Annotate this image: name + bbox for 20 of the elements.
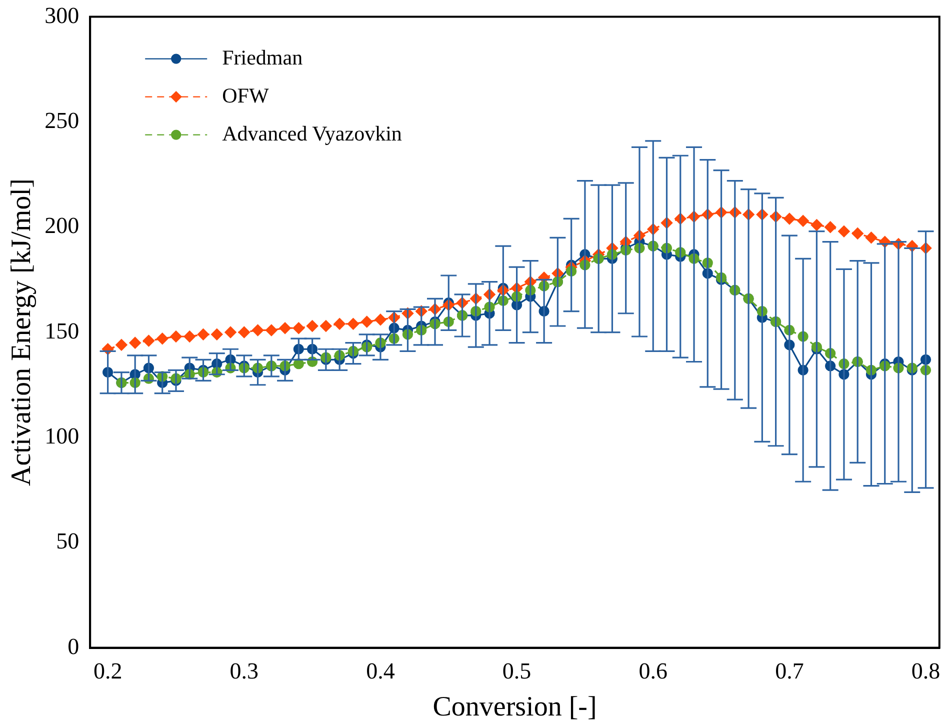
legend-label: OFW [222, 83, 269, 108]
y-axis-title: Activation Energy [kJ/mol] [6, 178, 38, 486]
y-tick-label: 150 [44, 318, 80, 344]
y-tick-label: 50 [56, 528, 80, 554]
y-tick-label: 300 [44, 2, 80, 28]
y-tick-label: 250 [44, 108, 80, 134]
x-tick-label: 0.8 [911, 658, 940, 684]
y-tick-label: 200 [44, 213, 80, 238]
y-tick-label: 0 [68, 634, 80, 659]
x-tick-label: 0.3 [230, 658, 259, 684]
legend-label: Friedman [222, 45, 304, 70]
x-tick-label: 0.6 [638, 658, 668, 684]
x-tick-label: 0.4 [366, 658, 396, 684]
legend-label: Advanced Vyazovkin [222, 121, 402, 146]
point [293, 358, 304, 370]
x-tick-label: 0.7 [775, 658, 804, 684]
x-tick-label: 0.2 [93, 658, 122, 684]
y-tick-label: 100 [44, 424, 80, 449]
x-tick-label: 0.5 [502, 658, 532, 684]
x-axis-title: Conversion [-] [432, 692, 597, 723]
